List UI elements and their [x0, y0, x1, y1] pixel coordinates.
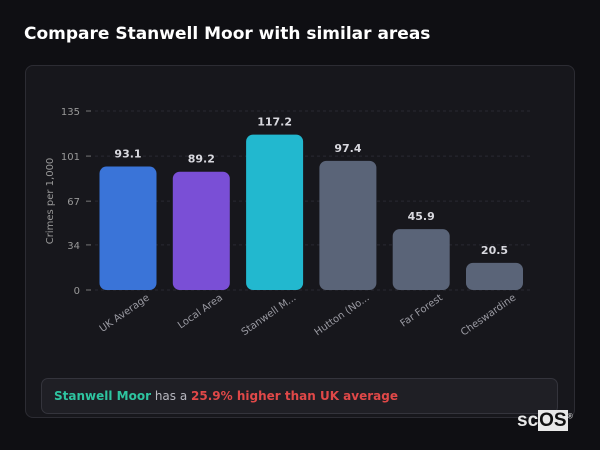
- y-tick-label: 135: [61, 107, 80, 118]
- data-label: 45.9: [408, 210, 435, 223]
- bar: [319, 160, 377, 290]
- y-axis-label: Crimes per 1,000: [45, 158, 56, 245]
- y-tick-label: 34: [67, 241, 80, 252]
- bar: [172, 171, 230, 290]
- y-tick-label: 67: [67, 197, 80, 208]
- bar: [246, 134, 304, 290]
- bar: [99, 166, 157, 290]
- data-label: 117.2: [257, 116, 292, 129]
- y-tick-label: 0: [74, 286, 80, 297]
- x-tick-label: Hutton (No...: [313, 292, 372, 338]
- data-label: 93.1: [114, 148, 141, 161]
- chart-title: Compare Stanwell Moor with similar areas: [24, 24, 431, 44]
- bar: [392, 229, 450, 290]
- x-tick-label: Far Forest: [399, 292, 445, 329]
- comparison-summary: Stanwell Moor has a 25.9% higher than UK…: [41, 378, 558, 414]
- bar: [466, 262, 523, 290]
- summary-text: has a: [151, 389, 192, 403]
- logo: scOS®: [517, 410, 573, 432]
- x-tick-label: Stanwell M...: [240, 292, 299, 338]
- data-label: 20.5: [481, 244, 508, 257]
- comparison-value: 25.9% higher than UK average: [191, 389, 398, 403]
- y-tick-label: 101: [61, 152, 80, 163]
- logo-text-box: OS: [538, 410, 568, 431]
- logo-mark: ®: [567, 413, 573, 421]
- data-label: 89.2: [188, 153, 215, 166]
- logo-text: sc: [517, 410, 539, 431]
- data-label: 97.4: [334, 142, 361, 155]
- x-tick-label: Cheswardine: [459, 292, 518, 338]
- area-name: Stanwell Moor: [54, 389, 151, 403]
- x-tick-label: Local Area: [176, 292, 225, 331]
- x-tick-label: UK Average: [98, 292, 152, 334]
